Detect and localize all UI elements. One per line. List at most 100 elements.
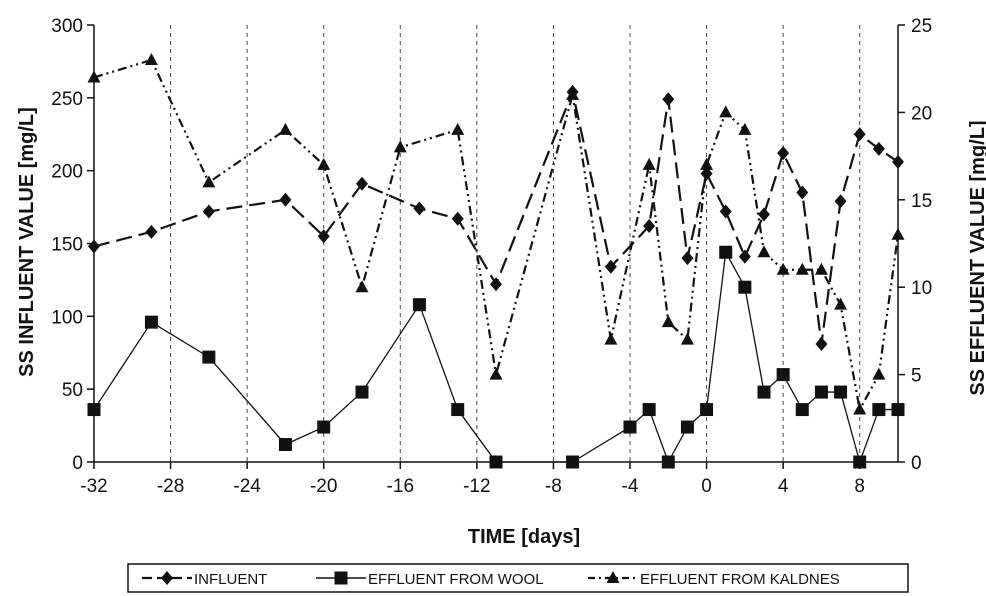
data-point bbox=[777, 146, 790, 161]
data-point bbox=[623, 420, 637, 434]
legend-marker bbox=[334, 571, 348, 585]
data-point bbox=[642, 157, 656, 170]
data-point bbox=[834, 297, 848, 310]
y-axis-right-title: SS EFFLUENT VALUE [mg/L] bbox=[967, 120, 986, 395]
data-point bbox=[891, 227, 905, 240]
data-point bbox=[355, 385, 369, 399]
data-point bbox=[490, 277, 502, 292]
data-point bbox=[776, 368, 790, 382]
data-point bbox=[815, 337, 828, 352]
data-point bbox=[872, 403, 886, 417]
data-point bbox=[413, 201, 426, 216]
data-point bbox=[700, 403, 714, 417]
data-point bbox=[566, 455, 580, 469]
legend-item-effluent-wool: EFFLUENT FROM WOOL bbox=[316, 571, 544, 588]
data-point bbox=[680, 420, 694, 434]
data-point bbox=[451, 211, 464, 226]
legend-item-influent: INFLUENT bbox=[142, 571, 267, 588]
data-point bbox=[566, 87, 580, 100]
data-point bbox=[834, 385, 848, 399]
y-left-tick-label: 150 bbox=[51, 235, 83, 256]
data-point bbox=[661, 315, 675, 328]
data-point bbox=[88, 239, 100, 254]
legend: INFLUENT EFFLUENT FROM WOOL EFFLUENT FROM … bbox=[127, 563, 909, 593]
x-tick-label: 8 bbox=[854, 476, 865, 497]
data-point bbox=[814, 385, 828, 399]
x-tick-label: -12 bbox=[463, 476, 490, 497]
legend-label: EFFLUENT FROM WOOL bbox=[368, 571, 544, 588]
x-tick-label: 4 bbox=[778, 476, 789, 497]
data-point bbox=[757, 385, 771, 399]
y-left-tick-label: 50 bbox=[62, 380, 83, 401]
x-tick-label: 0 bbox=[701, 476, 712, 497]
data-point bbox=[872, 141, 885, 156]
y-right-tick-label: 5 bbox=[911, 366, 922, 387]
data-point bbox=[144, 315, 158, 329]
data-point bbox=[680, 332, 694, 345]
data-point bbox=[661, 455, 675, 469]
data-point bbox=[662, 92, 675, 107]
data-point bbox=[758, 207, 770, 222]
data-point bbox=[700, 157, 714, 170]
y-axis-left-title: SS INFLUENT VALUE [mg/L] bbox=[16, 107, 38, 377]
data-point bbox=[393, 140, 407, 153]
x-tick-label: -24 bbox=[233, 476, 261, 497]
data-point bbox=[278, 438, 292, 452]
data-point bbox=[278, 122, 292, 135]
y-left-tick-label: 100 bbox=[51, 307, 83, 328]
data-point bbox=[814, 262, 828, 275]
data-point bbox=[451, 122, 465, 135]
data-point bbox=[719, 105, 733, 118]
y-left-tick-label: 0 bbox=[72, 453, 83, 474]
data-point bbox=[279, 192, 292, 207]
data-point bbox=[795, 262, 809, 275]
y-right-tick-label: 10 bbox=[911, 278, 932, 299]
data-point bbox=[604, 259, 617, 274]
y-left-tick-label: 200 bbox=[51, 162, 83, 183]
x-tick-label: -8 bbox=[545, 476, 562, 497]
data-point bbox=[872, 367, 886, 380]
data-point bbox=[681, 251, 694, 266]
data-point bbox=[412, 298, 426, 312]
data-point bbox=[202, 175, 216, 188]
tick-labels: -32 -28 -24 -20 -16 -12 -8 -4 0 4 8050100150200250… bbox=[51, 16, 932, 497]
plot-frame bbox=[93, 25, 899, 463]
y-left-tick-label: 300 bbox=[51, 16, 83, 37]
series-influent bbox=[88, 85, 904, 352]
data-point bbox=[738, 249, 751, 264]
y-right-tick-label: 0 bbox=[911, 453, 922, 474]
y-right-tick-label: 20 bbox=[911, 103, 932, 124]
data-point bbox=[356, 176, 368, 191]
data-point bbox=[757, 245, 771, 258]
series-effluent-kaldnes bbox=[87, 52, 905, 415]
data-point bbox=[87, 403, 101, 417]
data-point bbox=[202, 204, 215, 219]
data-point bbox=[853, 127, 866, 142]
data-point bbox=[776, 262, 790, 275]
data-point bbox=[317, 229, 330, 244]
data-point bbox=[489, 455, 503, 469]
legend-item-effluent-kaldnes: EFFLUENT FROM KALDNES bbox=[588, 571, 840, 588]
x-tick-label: -20 bbox=[310, 476, 337, 497]
data-point bbox=[355, 280, 369, 293]
data-point bbox=[451, 403, 465, 417]
series-effluent-wool bbox=[87, 245, 905, 469]
x-tick-label: -32 bbox=[80, 476, 107, 497]
data-point bbox=[719, 245, 733, 259]
data-point bbox=[719, 204, 732, 219]
x-tick-label: -28 bbox=[157, 476, 184, 497]
legend-box bbox=[127, 563, 909, 593]
data-point bbox=[738, 280, 752, 294]
data-point bbox=[145, 224, 158, 239]
data-point bbox=[202, 350, 216, 364]
y-left-tick-label: 250 bbox=[51, 89, 83, 110]
data-point bbox=[604, 332, 618, 345]
legend-label: INFLUENT bbox=[194, 571, 267, 588]
series-layer bbox=[87, 52, 905, 469]
y-right-tick-label: 15 bbox=[911, 191, 932, 212]
legend-marker bbox=[161, 571, 173, 585]
data-point bbox=[489, 367, 503, 380]
data-point bbox=[892, 154, 904, 169]
data-point bbox=[643, 219, 656, 234]
